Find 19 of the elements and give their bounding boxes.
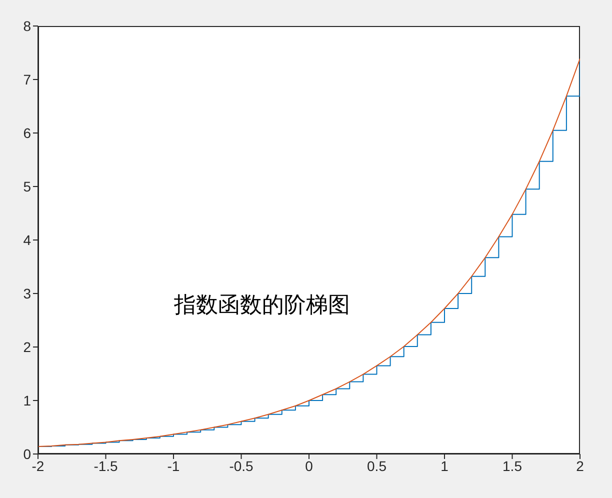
x-tick-label: -2 [32,458,44,474]
x-tick-label: -1 [167,458,180,474]
y-tick-label: 3 [23,285,32,302]
x-tick-label: 1.5 [502,458,522,474]
y-tick-label: 5 [23,178,32,194]
y-tick-label: 2 [23,338,32,355]
y-tick-label: 4 [23,232,32,248]
y-tick-label: 0 [23,446,32,462]
x-tick-label: 2 [576,458,584,474]
y-tick-label: 1 [23,392,32,408]
x-tick-label: -1.5 [94,458,118,474]
x-tick-label: 0.5 [367,458,387,474]
y-tick-label: 8 [23,18,32,34]
y-tick-label: 7 [23,71,32,88]
x-tick-label: 0 [305,458,314,474]
annotation: 指数函数的阶梯图 [174,292,350,320]
x-tick-label: 1 [440,458,449,474]
x-tick-label: -0.5 [229,458,254,474]
y-tick-label: 6 [23,124,32,141]
